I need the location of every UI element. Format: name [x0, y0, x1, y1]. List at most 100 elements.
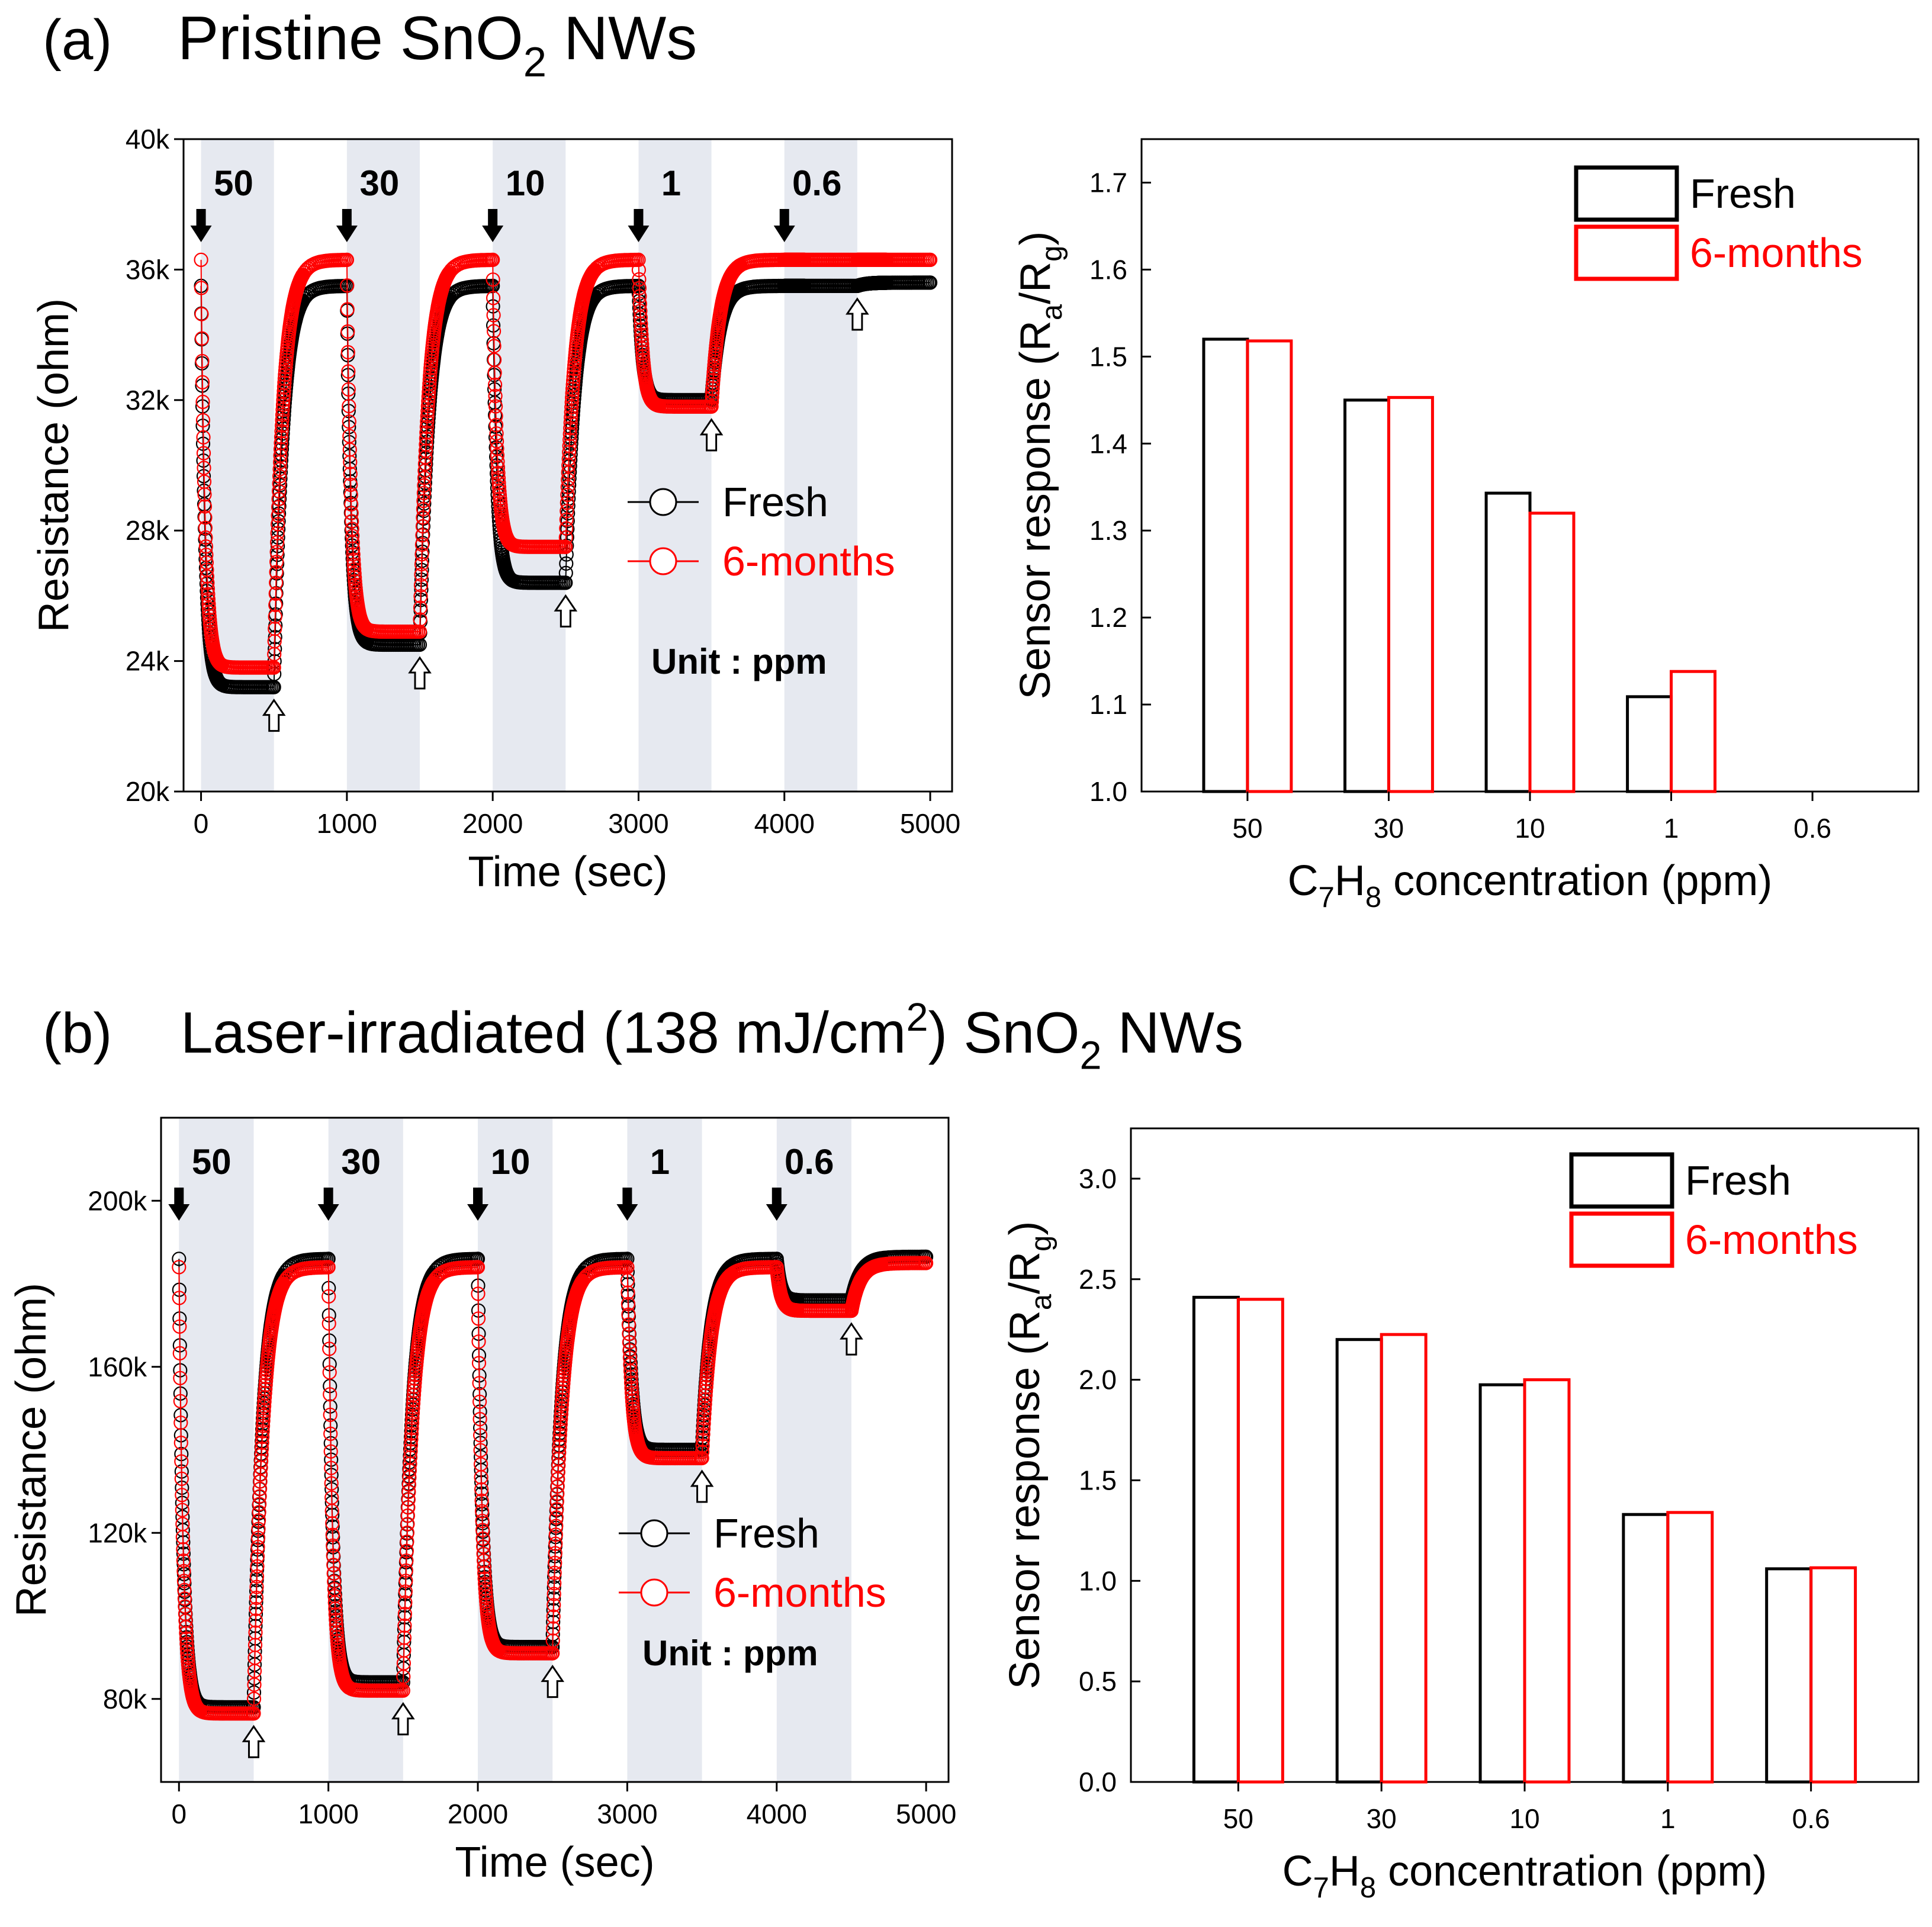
text-part: Sensor response (R	[1001, 1310, 1049, 1689]
bar-6-months	[1380, 1333, 1428, 1784]
data-point	[404, 1432, 419, 1447]
data-point	[199, 555, 214, 570]
data-point	[321, 1260, 336, 1275]
data-point	[475, 1539, 491, 1554]
data-point	[398, 1574, 413, 1588]
concentration-label: 30	[341, 1142, 381, 1182]
data-point	[487, 365, 502, 380]
data-point	[471, 1334, 486, 1349]
data-point	[346, 547, 361, 562]
data-point	[696, 1411, 712, 1426]
data-point	[277, 375, 292, 390]
data-point	[269, 545, 284, 559]
data-point	[567, 362, 581, 377]
data-point	[550, 1486, 565, 1501]
data-point	[413, 589, 428, 604]
data-point	[488, 388, 503, 403]
data-point	[268, 621, 282, 636]
data-point	[419, 431, 433, 446]
gas-out-arrow-icon	[840, 1322, 863, 1356]
data-point	[258, 1378, 273, 1392]
legend-swatch	[1574, 224, 1679, 281]
data-point	[398, 1563, 414, 1578]
gas-in-arrow-icon	[482, 209, 504, 242]
bar-6-months	[1236, 1298, 1284, 1784]
data-point	[255, 1435, 269, 1450]
data-point	[405, 1410, 420, 1426]
data-point	[343, 455, 358, 469]
data-point	[322, 1365, 337, 1380]
data-point	[274, 430, 289, 445]
data-point	[415, 519, 430, 534]
y-tick-label: 2.0	[1079, 1365, 1117, 1395]
data-point	[695, 1439, 710, 1453]
legend-label: 6-months	[1685, 1217, 1858, 1263]
data-point	[407, 1371, 423, 1386]
data-point	[489, 434, 504, 449]
gas-in-arrow-icon	[773, 209, 795, 242]
gas-in-arrow-icon	[628, 209, 650, 242]
data-point	[258, 1381, 273, 1396]
data-point	[194, 252, 208, 267]
data-point	[567, 391, 581, 406]
data-point	[269, 565, 284, 580]
data-point	[325, 1516, 340, 1531]
data-point	[268, 597, 283, 613]
y-tick-label: 32k	[126, 385, 170, 416]
data-point	[407, 1375, 422, 1390]
data-point	[396, 1683, 410, 1698]
data-point	[705, 381, 720, 396]
x-tick-label: 10	[1509, 1803, 1539, 1834]
data-point	[198, 520, 213, 535]
data-point	[560, 513, 575, 529]
x-tick-label: 2000	[462, 808, 523, 839]
data-point	[922, 275, 938, 290]
data-point	[401, 1492, 416, 1507]
data-point	[549, 1510, 564, 1525]
bar-Fresh	[1765, 1567, 1813, 1784]
data-point	[256, 1404, 271, 1418]
data-point	[269, 554, 284, 570]
data-point	[195, 394, 210, 410]
y-tick-label: 20k	[126, 776, 170, 807]
time-panel-b: 0 1000 2000 3000 4000 500080k120k160k200kTime…	[8, 1117, 956, 1886]
data-point	[253, 1474, 268, 1489]
data-point	[345, 514, 359, 529]
data-point	[175, 1488, 189, 1503]
legend-label: 6-months	[713, 1569, 886, 1616]
unit-note: Unit : ppm	[642, 1633, 818, 1673]
data-point	[251, 1521, 266, 1536]
y-tick-label: 36k	[126, 254, 170, 285]
data-point	[549, 1494, 564, 1509]
exposure-band	[784, 139, 857, 792]
data-point	[706, 372, 721, 388]
data-point	[180, 1650, 195, 1665]
text-part: NWs	[547, 4, 697, 73]
data-point	[478, 1585, 493, 1600]
exposure-band	[478, 1118, 553, 1782]
gas-in-arrow-icon	[336, 209, 358, 242]
text-part: concentration (ppm)	[1381, 857, 1772, 905]
y-tick-label: 200k	[88, 1185, 147, 1216]
data-point	[546, 1621, 561, 1636]
data-point	[173, 1394, 188, 1408]
data-point	[400, 1517, 415, 1532]
data-point	[564, 441, 578, 456]
data-point	[323, 1426, 338, 1441]
data-point	[400, 1508, 416, 1523]
text-part: Sensor response (R	[1012, 320, 1059, 699]
x-tick-label: 10	[1515, 813, 1545, 844]
data-point	[634, 316, 648, 331]
data-point	[553, 1422, 568, 1437]
bar-6-months	[1670, 670, 1716, 793]
data-point	[475, 1523, 490, 1537]
data-point	[413, 612, 427, 627]
data-point	[486, 324, 502, 339]
data-point	[487, 339, 502, 353]
data-point	[488, 440, 503, 455]
data-point	[556, 1376, 571, 1391]
data-point	[197, 461, 211, 475]
gas-in-arrow-icon	[467, 1188, 489, 1221]
data-point	[272, 498, 287, 514]
x-tick-label: 2000	[448, 1799, 508, 1829]
